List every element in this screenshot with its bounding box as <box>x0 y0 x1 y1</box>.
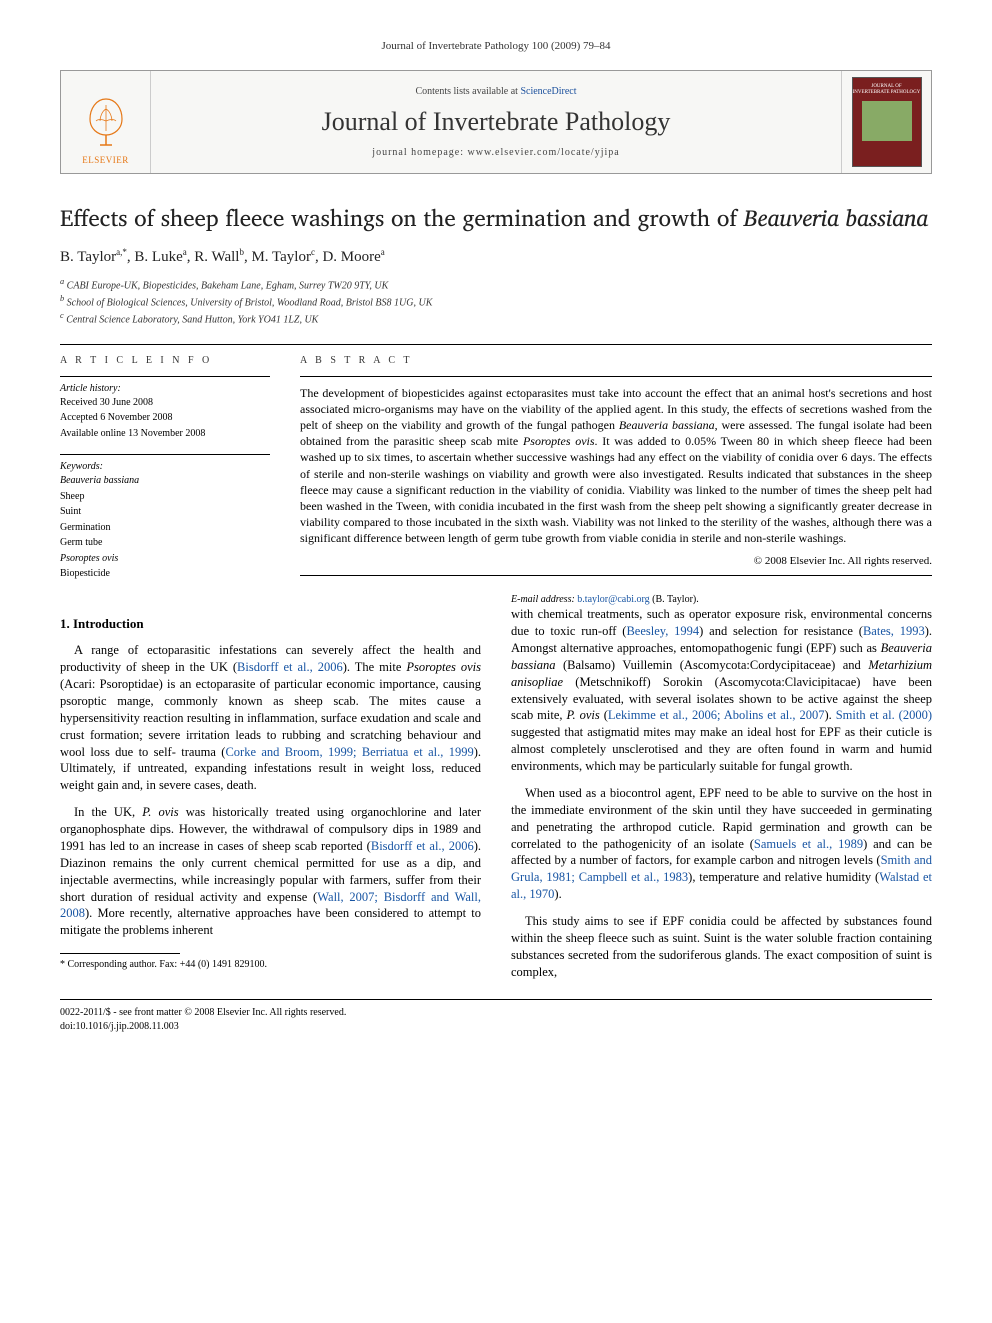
sciencedirect-link[interactable]: ScienceDirect <box>520 86 576 97</box>
homepage-line: journal homepage: www.elsevier.com/locat… <box>372 147 619 158</box>
corr-email-link[interactable]: b.taylor@cabi.org <box>577 594 649 605</box>
contents-line: Contents lists available at ScienceDirec… <box>415 86 576 97</box>
email-label: E-mail address: <box>511 594 575 605</box>
accepted-date: Accepted 6 November 2008 <box>60 411 270 425</box>
body-para: When used as a biocontrol agent, EPF nee… <box>511 785 932 903</box>
abstract-copyright: © 2008 Elsevier Inc. All rights reserved… <box>300 555 932 567</box>
corr-star: * <box>60 959 65 970</box>
publisher-block: ELSEVIER <box>61 71 151 173</box>
keyword: Psoroptes ovis <box>60 552 270 566</box>
journal-name: Journal of Invertebrate Pathology <box>322 107 671 137</box>
keyword: Germination <box>60 521 270 535</box>
received-date: Received 30 June 2008 <box>60 396 270 410</box>
body-columns: 1. Introduction A range of ectoparasitic… <box>60 593 932 981</box>
front-matter: 0022-2011/$ - see front matter © 2008 El… <box>60 1006 346 1020</box>
journal-cover-icon: JOURNAL OF INVERTEBRATE PATHOLOGY <box>852 77 922 167</box>
affiliation-a: a CABI Europe-UK, Biopesticides, Bakeham… <box>60 276 932 293</box>
divider <box>60 454 270 455</box>
page-footer: 0022-2011/$ - see front matter © 2008 El… <box>60 999 932 1033</box>
elsevier-tree-icon <box>76 91 136 151</box>
affiliations: a CABI Europe-UK, Biopesticides, Bakeham… <box>60 276 932 328</box>
cover-thumb-block: JOURNAL OF INVERTEBRATE PATHOLOGY <box>841 71 931 173</box>
contents-prefix: Contents lists available at <box>415 86 520 97</box>
affiliation-b: b School of Biological Sciences, Univers… <box>60 293 932 310</box>
history-head: Article history: <box>60 383 270 394</box>
masthead-center: Contents lists available at ScienceDirec… <box>151 71 841 173</box>
keyword: Suint <box>60 505 270 519</box>
homepage-url[interactable]: www.elsevier.com/locate/yjipa <box>468 147 620 158</box>
abstract-text: The development of biopesticides against… <box>300 385 932 547</box>
abstract-block: A B S T R A C T The development of biope… <box>300 355 932 583</box>
keyword: Germ tube <box>60 536 270 550</box>
body-para: A range of ectoparasitic infestations ca… <box>60 642 481 794</box>
article-info-heading: A R T I C L E I N F O <box>60 355 270 366</box>
online-date: Available online 13 November 2008 <box>60 427 270 441</box>
divider <box>300 575 932 576</box>
body-para: with chemical treatments, such as operat… <box>511 606 932 775</box>
body-para: In the UK, P. ovis was historically trea… <box>60 804 481 939</box>
keyword: Sheep <box>60 490 270 504</box>
footer-left: 0022-2011/$ - see front matter © 2008 El… <box>60 1006 346 1033</box>
keywords-head: Keywords: <box>60 461 270 472</box>
running-head: Journal of Invertebrate Pathology 100 (2… <box>60 40 932 52</box>
corr-line: Corresponding author. Fax: +44 (0) 1491 … <box>68 959 268 970</box>
divider <box>300 376 932 377</box>
section-1-heading: 1. Introduction <box>60 615 481 633</box>
article-info-block: A R T I C L E I N F O Article history: R… <box>60 355 270 583</box>
body-para: This study aims to see if EPF conidia co… <box>511 913 932 981</box>
cover-title: JOURNAL OF INVERTEBRATE PATHOLOGY <box>853 84 921 95</box>
keyword: Biopesticide <box>60 567 270 581</box>
publisher-name: ELSEVIER <box>82 155 129 165</box>
abstract-heading: A B S T R A C T <box>300 355 932 366</box>
doi: doi:10.1016/j.jip.2008.11.003 <box>60 1020 346 1034</box>
homepage-prefix: journal homepage: <box>372 147 467 158</box>
divider <box>60 344 932 345</box>
author-list: B. Taylora,*, B. Lukea, R. Wallb, M. Tay… <box>60 247 932 266</box>
corr-suffix: (B. Taylor). <box>652 594 699 605</box>
journal-masthead: ELSEVIER Contents lists available at Sci… <box>60 70 932 174</box>
keyword: Beauveria bassiana <box>60 474 270 488</box>
affiliation-c: c Central Science Laboratory, Sand Hutto… <box>60 310 932 327</box>
cover-image-placeholder <box>862 101 912 141</box>
meta-row: A R T I C L E I N F O Article history: R… <box>60 355 932 583</box>
article-title: Effects of sheep fleece washings on the … <box>60 204 932 233</box>
divider <box>60 376 270 377</box>
footnote-separator <box>60 953 180 954</box>
